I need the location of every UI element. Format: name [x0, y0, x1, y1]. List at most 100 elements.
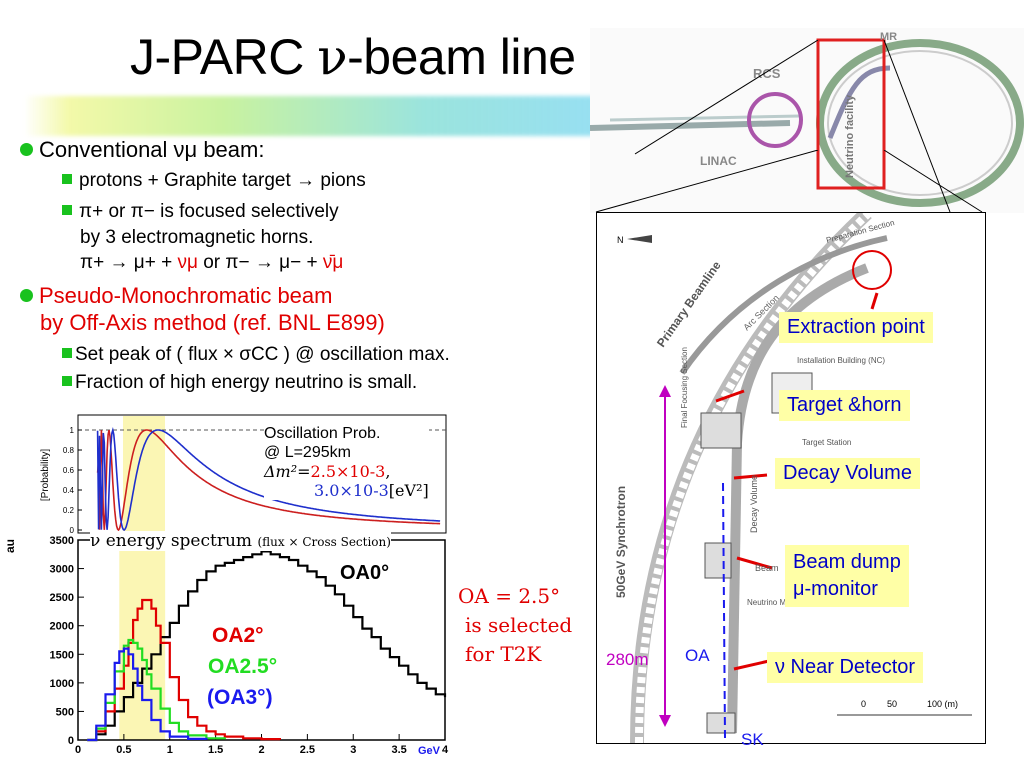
- beam-axis-line: [722, 482, 726, 739]
- neutrino-facility-box: [816, 38, 886, 190]
- bullet-text: Fraction of high energy neutrino is smal…: [75, 372, 418, 393]
- spec-xtick-label: 1.5: [208, 744, 223, 756]
- length-arrow-bottom: [659, 715, 671, 727]
- title-nu: ν: [317, 28, 348, 86]
- sub-bullet-decay: π+ → μ+ + νμ or π− → μ− + ν̄μ: [80, 252, 343, 274]
- green-square-icon: [62, 205, 72, 215]
- spec-series-oa3: [87, 647, 208, 742]
- mr-ring: [816, 39, 1024, 207]
- sub-bullet-fraction: Fraction of high energy neutrino is smal…: [62, 372, 417, 394]
- map-north: N: [617, 235, 624, 245]
- spec-ytick-label: 3000: [50, 564, 74, 576]
- osc-ytick-label: 0: [70, 526, 75, 535]
- mr-ring-inner: [827, 50, 1013, 196]
- oa-selected-text: OA = 2.5° is selected for T2K: [458, 582, 572, 669]
- zoom-line-left: [595, 150, 819, 213]
- bullet-text: by 3 electromagnetic horns.: [80, 227, 314, 248]
- osc-legend-red: 2.5×10-3: [310, 462, 386, 481]
- spec-ylabel: au: [3, 539, 17, 553]
- green-dot-icon: [20, 289, 33, 302]
- osc-ytick-label: 0.4: [63, 486, 75, 495]
- zoom-line-right: [883, 150, 983, 213]
- callout-target-horn: Target &horn: [779, 390, 910, 421]
- osc-legend-dm: Δm²=: [264, 462, 311, 481]
- decay-nubar: ν̄μ: [322, 252, 344, 273]
- spec-band-rect: [119, 540, 166, 740]
- bullet-text: π+ or π− is focused selectively: [79, 201, 339, 222]
- label-oa3: (OA3°): [207, 686, 273, 709]
- jparc-site-map: MR RCS LINAC Neutrino facility: [590, 28, 1024, 213]
- callout-decay-volume: Decay Volume: [775, 458, 920, 489]
- title-prefix: J-PARC: [130, 29, 318, 85]
- sub-bullet-pi-focused: π+ or π− is focused selectively: [62, 201, 339, 223]
- map-nf: Neutrino facility: [844, 94, 856, 178]
- osc-ytick-label: 0.6: [63, 466, 75, 475]
- bullet-monochromatic: Pseudo-Monochromatic beam: [20, 283, 332, 309]
- spec-ytick-label: 2500: [50, 592, 74, 604]
- zoom-lines-top: [634, 40, 951, 213]
- spec-ytick-label: 2000: [50, 621, 74, 633]
- osc-legend: Oscillation Prob. @ L=295km Δm²=2.5×10-3…: [264, 424, 429, 500]
- callout-extraction-point: Extraction point: [779, 312, 933, 343]
- osc-ylabel: [Probability]: [40, 449, 51, 501]
- bullet-offaxis: by Off-Axis method (ref. BNL E899): [40, 310, 385, 336]
- decay-text-a: π+ → μ+ +: [80, 252, 178, 273]
- rcs-ring: [747, 92, 803, 148]
- spec-xtick-label: 4: [442, 744, 449, 756]
- sub-bullet-protons: protons + Graphite target → pions: [62, 170, 366, 192]
- osc-yticks: 1 0.8 0.6 0.4 0.2 0: [63, 426, 82, 535]
- scale-50: 50: [887, 699, 897, 709]
- linac-line: [590, 120, 791, 131]
- spec-title-small: (flux × Cross Section): [257, 535, 391, 549]
- spec-series-oa2: [87, 598, 281, 742]
- bullet-text: by Off-Axis method (ref. BNL E899): [40, 310, 385, 335]
- spec-ytick-label: 0: [68, 735, 74, 747]
- length-arrow-top: [659, 385, 671, 397]
- sub-bullet-horns: by 3 electromagnetic horns.: [80, 227, 313, 249]
- oa-label: OA: [685, 646, 710, 665]
- oa-line2: is selected: [465, 613, 573, 637]
- arrow-target: [715, 389, 745, 403]
- title-suffix: -beam line: [347, 29, 576, 85]
- decay-text-b: or π− → μ− +: [197, 252, 323, 273]
- sk-label: SK: [741, 730, 764, 749]
- label-oa25: OA2.5°: [208, 655, 278, 678]
- osc-legend-unit: [eV²]: [388, 481, 429, 500]
- callout-beam-dump: Beam dump μ-monitor: [785, 545, 909, 607]
- map-linac: LINAC: [700, 154, 737, 168]
- callout-beamdump-line2: μ-monitor: [793, 578, 878, 600]
- target-station-box: [700, 412, 742, 449]
- spec-xtick-label: 0.5: [116, 744, 131, 756]
- slide-title: J-PARC ν-beam line: [130, 28, 576, 86]
- spec-xtick-label: 3.5: [391, 744, 406, 756]
- spec-ytick-label: 3500: [50, 535, 74, 547]
- decay-volume: [727, 442, 742, 734]
- bullet-conventional: Conventional νμ beam:: [20, 137, 264, 163]
- spec-xtick-label: 2.5: [300, 744, 315, 756]
- osc-legend-comma: ,: [385, 462, 391, 481]
- osc-ytick-label: 0.8: [63, 446, 75, 455]
- spec-title: ν energy spectrum (flux × Cross Section): [90, 531, 391, 551]
- spec-xunit: GeV: [418, 745, 441, 757]
- bullet-text: Conventional νμ beam:: [39, 137, 265, 162]
- sub-bullet-peak: Set peak of ( flux × σCC ) @ oscillation…: [62, 344, 450, 366]
- osc-legend-line1: Oscillation Prob.: [264, 425, 381, 442]
- osc-ytick-label: 1: [70, 426, 75, 435]
- spec-ytick-label: 1000: [50, 678, 74, 690]
- spec-series-oa0: [87, 550, 447, 742]
- green-dot-icon: [20, 143, 33, 156]
- spec-xtick-label: 3: [350, 744, 356, 756]
- neutrino-line: [827, 65, 891, 139]
- north-arrow-icon: [627, 235, 652, 243]
- oa-line1: OA = 2.5°: [458, 584, 561, 608]
- oa-line3: for T2K: [465, 642, 542, 666]
- arrow-beamdump: [736, 556, 773, 570]
- osc-legend-blue: 3.0×10-3: [314, 481, 389, 500]
- length-label: 280m: [606, 650, 649, 669]
- title-gradient-bar: [24, 96, 594, 136]
- map-beam: Beam: [755, 563, 779, 573]
- spec-ytick-label: 1500: [50, 649, 74, 661]
- map-rcs: RCS: [753, 66, 781, 81]
- arrow-extraction: [870, 292, 879, 310]
- osc-curve-red: [96, 429, 441, 532]
